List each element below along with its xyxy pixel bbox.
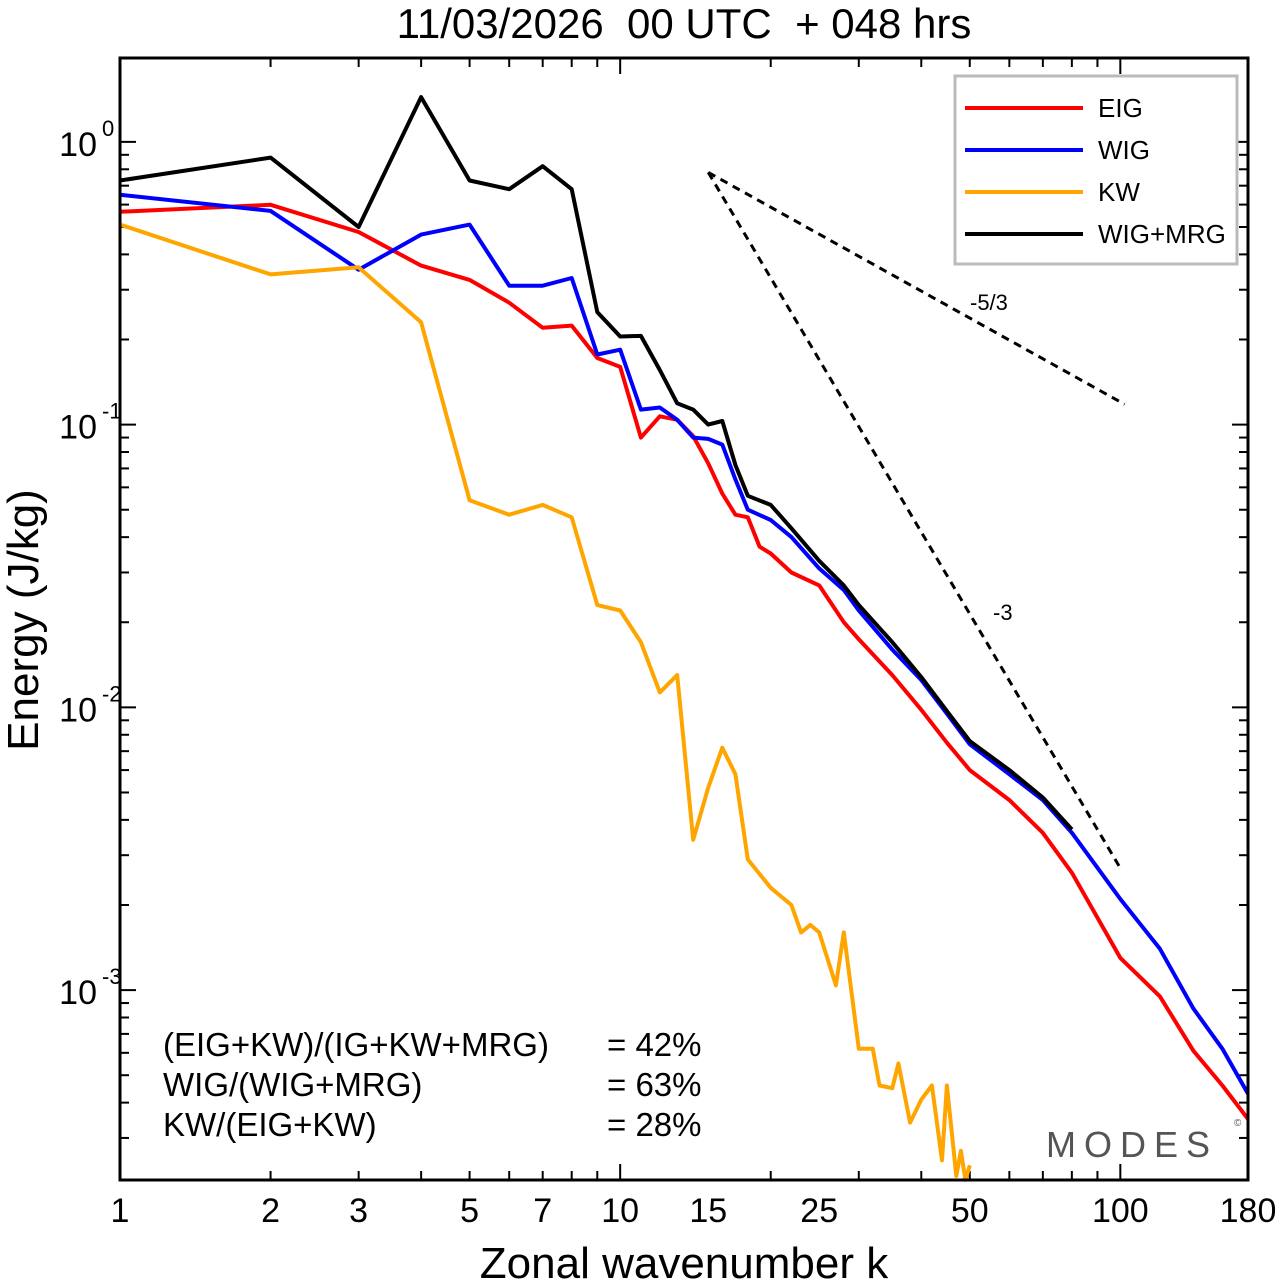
reference-slope-line — [707, 171, 1126, 406]
x-tick-label: 3 — [349, 1192, 368, 1230]
x-tick-label: 100 — [1092, 1192, 1149, 1230]
legend-label: KW — [1098, 177, 1140, 207]
y-tick-label-base: 10 — [59, 974, 97, 1012]
y-tick-label-exponent: -1 — [102, 399, 122, 424]
chart-title: 11/03/2026 00 UTC + 048 hrs — [397, 0, 972, 47]
annotation-value: = 63% — [607, 1066, 702, 1103]
y-tick-label-exponent: -3 — [102, 964, 122, 989]
x-tick-label: 1 — [111, 1192, 130, 1230]
annotation-label: KW/(EIG+KW) — [163, 1106, 377, 1143]
y-tick-label-base: 10 — [59, 126, 97, 164]
y-axis-label: Energy (J/kg) — [0, 489, 48, 751]
annotation-label: WIG/(WIG+MRG) — [163, 1066, 422, 1103]
x-tick-label: 50 — [951, 1192, 989, 1230]
reference-lines: -5/3 -3 — [706, 171, 1126, 869]
annotation-value: = 28% — [607, 1106, 702, 1143]
x-tick-label: 25 — [800, 1192, 838, 1230]
legend: EIG WIG KW WIG+MRG — [953, 74, 1239, 266]
x-tick-label: 7 — [533, 1192, 552, 1230]
ratio-annotations: (EIG+KW)/(IG+KW+MRG) = 42% WIG/(WIG+MRG) = … — [163, 1026, 702, 1143]
legend-label: WIG — [1098, 135, 1150, 165]
y-tick-label-base: 10 — [59, 409, 97, 447]
x-axis-label: Zonal wavenumber k — [480, 1239, 889, 1281]
y-tick-label-exponent: 0 — [102, 116, 114, 141]
x-tick-label: 5 — [460, 1192, 479, 1230]
plot-frame — [118, 56, 1250, 1182]
annotation-label: (EIG+KW)/(IG+KW+MRG) — [163, 1026, 549, 1063]
annotation-value: = 42% — [607, 1026, 702, 1063]
reference-slope-line — [706, 171, 1122, 869]
series-line-eig — [119, 202, 1250, 1121]
x-tick-labels: 1 2 3 5 7 10 15 25 50 100 180 — [111, 1192, 1277, 1230]
legend-label: EIG — [1098, 93, 1143, 123]
y-tick-label-base: 10 — [59, 691, 97, 729]
series-line-kw — [119, 222, 972, 1182]
copyright-mark: © — [1234, 1118, 1242, 1129]
x-tick-label: 15 — [689, 1192, 727, 1230]
series-lines — [119, 95, 1250, 1182]
y-tick-label-exponent: -2 — [102, 681, 122, 706]
x-tick-label: 2 — [261, 1192, 280, 1230]
series-line-wig-mrg — [119, 95, 1074, 831]
legend-label: WIG+MRG — [1098, 219, 1226, 249]
reference-slope-label: -5/3 — [970, 290, 1008, 315]
reference-slope-label: -3 — [993, 600, 1013, 625]
modes-watermark: MODES — [1046, 1124, 1218, 1165]
x-tick-label: 10 — [601, 1192, 639, 1230]
series-line-wig — [119, 192, 1250, 1095]
x-tick-label: 180 — [1220, 1192, 1277, 1230]
